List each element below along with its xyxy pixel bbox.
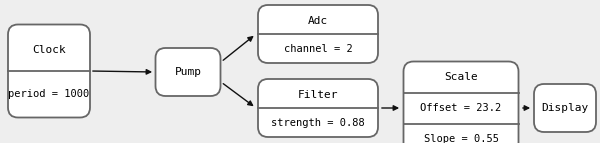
FancyBboxPatch shape [258, 79, 378, 137]
Text: Display: Display [541, 103, 589, 113]
Text: Offset = 23.2: Offset = 23.2 [421, 103, 502, 113]
FancyBboxPatch shape [155, 48, 221, 96]
FancyBboxPatch shape [534, 84, 596, 132]
Text: Scale: Scale [444, 72, 478, 82]
Text: period = 1000: period = 1000 [8, 89, 89, 99]
Text: Pump: Pump [175, 67, 202, 77]
Text: strength = 0.88: strength = 0.88 [271, 118, 365, 128]
FancyBboxPatch shape [8, 24, 90, 118]
Text: Slope = 0.55: Slope = 0.55 [424, 134, 499, 143]
Text: Clock: Clock [32, 45, 66, 55]
FancyBboxPatch shape [404, 61, 518, 143]
Text: channel = 2: channel = 2 [284, 43, 352, 53]
FancyBboxPatch shape [258, 5, 378, 63]
Text: Adc: Adc [308, 16, 328, 26]
Text: Filter: Filter [298, 90, 338, 100]
